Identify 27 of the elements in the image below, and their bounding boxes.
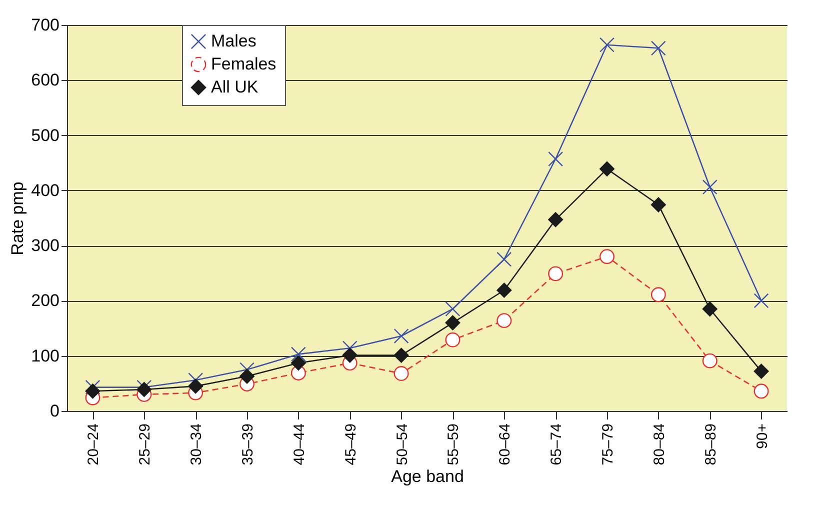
y-tick-label: 200 bbox=[31, 291, 60, 310]
x-tick-label: 30–34 bbox=[188, 424, 206, 466]
y-tick-label: 600 bbox=[31, 70, 60, 90]
x-tick-label: 60–64 bbox=[496, 424, 514, 466]
x-tick-label: 80–84 bbox=[650, 424, 668, 466]
x-tick-label: 75–79 bbox=[600, 424, 616, 466]
x-tick-label: 25–29 bbox=[136, 424, 154, 466]
x-tick-label: 35–39 bbox=[240, 424, 256, 466]
legend-label: Males bbox=[211, 32, 256, 50]
y-tick-label: 500 bbox=[31, 126, 60, 145]
legend-label: All UK bbox=[211, 78, 259, 96]
y-tick-label: 100 bbox=[31, 346, 60, 366]
y-tick-label: 300 bbox=[31, 236, 60, 256]
y-axis-title: Rate pmp bbox=[8, 182, 28, 256]
y-tick-label: 0 bbox=[50, 402, 60, 420]
y-tick-label: 400 bbox=[31, 180, 60, 200]
legend-label: Females bbox=[211, 54, 276, 74]
x-tick-label: 20–24 bbox=[85, 424, 102, 466]
x-axis-title: Age band bbox=[391, 467, 464, 486]
x-tick-label: 90+ bbox=[754, 423, 771, 449]
x-tick-label: 45–49 bbox=[342, 424, 360, 466]
x-tick-label: 85–89 bbox=[702, 424, 720, 466]
x-tick-label: 50–54 bbox=[394, 424, 411, 466]
y-tick-label: 700 bbox=[31, 16, 60, 34]
x-tick-label: 55–59 bbox=[445, 424, 462, 466]
x-tick-label: 65–74 bbox=[548, 424, 566, 466]
x-tick-label: 40–44 bbox=[290, 424, 308, 466]
